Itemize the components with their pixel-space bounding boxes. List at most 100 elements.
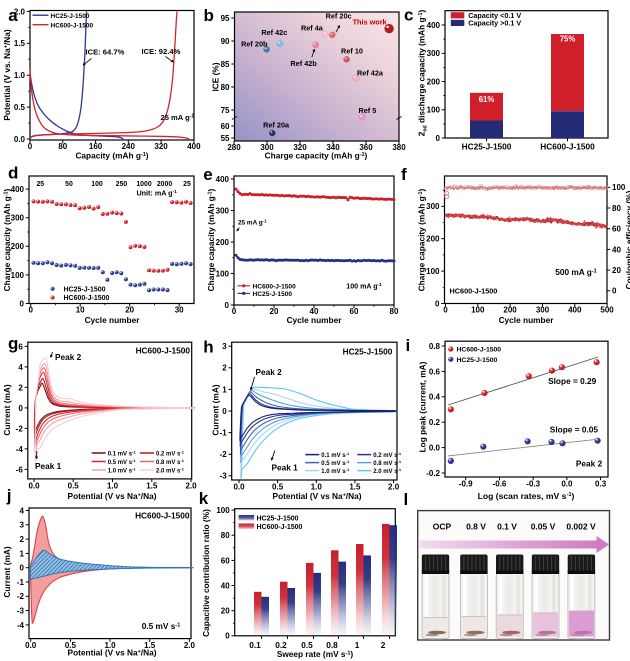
svg-text:2: 2 (222, 364, 227, 373)
svg-text:1.0: 1.0 (14, 71, 26, 80)
svg-text:l: l (404, 490, 409, 509)
svg-text:25 mA g-1: 25 mA g-1 (161, 113, 195, 122)
svg-text:HC600-J-1500: HC600-J-1500 (51, 22, 94, 29)
svg-text:Cycle number: Cycle number (499, 315, 555, 325)
svg-text:Capacity >0.1 V: Capacity >0.1 V (468, 18, 521, 27)
svg-text:-3: -3 (220, 472, 228, 481)
svg-text:Capacitive contribution ratio: Capacitive contribution ratio (%) (201, 509, 211, 637)
svg-text:Peak 1: Peak 1 (35, 461, 62, 471)
svg-text:200: 200 (503, 306, 517, 315)
svg-text:1.5: 1.5 (14, 39, 26, 48)
svg-text:0.5 mV s-1: 0.5 mV s-1 (108, 458, 137, 466)
svg-text:0.5: 0.5 (14, 103, 26, 112)
svg-text:0: 0 (225, 632, 230, 641)
svg-text:1.5: 1.5 (349, 483, 361, 492)
svg-text:HC25-J-1500: HC25-J-1500 (457, 357, 498, 364)
svg-text:0: 0 (18, 404, 23, 413)
svg-text:0.5 mV s-1: 0.5 mV s-1 (321, 459, 350, 467)
svg-text:Log (scan rates, mV s-1): Log (scan rates, mV s-1) (478, 491, 575, 501)
svg-text:80: 80 (221, 531, 230, 540)
svg-text:0: 0 (612, 287, 617, 296)
svg-text:0.5: 0.5 (301, 640, 313, 650)
svg-text:-1: -1 (220, 429, 228, 438)
svg-text:f: f (401, 165, 407, 184)
svg-text:6: 6 (18, 342, 23, 351)
svg-text:-1: -1 (17, 578, 25, 587)
svg-text:g: g (8, 334, 18, 353)
svg-text:20: 20 (125, 306, 134, 315)
svg-text:OCP: OCP (433, 521, 452, 531)
svg-text:h: h (203, 338, 213, 357)
svg-text:0: 0 (222, 407, 227, 416)
svg-text:k: k (199, 489, 209, 508)
svg-text:1.0: 1.0 (107, 482, 119, 491)
svg-text:0.0: 0.0 (561, 480, 573, 489)
svg-text:200: 200 (11, 242, 25, 251)
svg-text:Ref 20a: Ref 20a (263, 120, 290, 129)
svg-text:0.002 V: 0.002 V (566, 521, 596, 531)
svg-text:340: 340 (326, 143, 340, 152)
svg-text:500: 500 (600, 306, 614, 315)
svg-text:0: 0 (436, 134, 441, 143)
svg-text:25: 25 (183, 181, 191, 188)
svg-text:Peak 1: Peak 1 (272, 463, 299, 473)
svg-text:Capacity <0.1 V: Capacity <0.1 V (468, 11, 521, 20)
svg-text:30: 30 (175, 306, 184, 315)
svg-text:40: 40 (221, 581, 230, 590)
svg-text:60: 60 (221, 122, 230, 131)
svg-text:0.2: 0.2 (429, 418, 441, 427)
svg-text:2: 2 (20, 535, 25, 544)
svg-text:250: 250 (116, 181, 128, 188)
svg-text:300: 300 (536, 306, 550, 315)
svg-text:0: 0 (28, 142, 33, 151)
svg-text:Ref 42c: Ref 42c (261, 28, 287, 37)
svg-text:0: 0 (20, 564, 25, 573)
svg-text:320: 320 (154, 142, 168, 151)
svg-text:0.2: 0.2 (275, 640, 287, 650)
svg-text:HC600-J-1500: HC600-J-1500 (450, 287, 498, 296)
svg-text:240: 240 (122, 142, 136, 151)
svg-text:1.0: 1.0 (104, 641, 116, 650)
svg-text:400: 400 (187, 142, 201, 151)
svg-text:Ref 42a: Ref 42a (357, 68, 384, 77)
svg-text:0.1 mV s-1: 0.1 mV s-1 (108, 449, 137, 457)
svg-text:200: 200 (216, 238, 230, 247)
svg-text:10: 10 (76, 306, 85, 315)
svg-text:Cycle number: Cycle number (85, 315, 141, 325)
svg-text:Peak 2: Peak 2 (576, 458, 603, 468)
svg-text:-3: -3 (17, 607, 25, 616)
svg-text:HC25-J-1500: HC25-J-1500 (51, 13, 90, 20)
svg-text:4: 4 (20, 506, 25, 515)
svg-text:Slope = 0.05: Slope = 0.05 (550, 425, 599, 435)
svg-text:0.8: 0.8 (326, 640, 338, 650)
svg-text:2: 2 (18, 383, 23, 392)
svg-text:-4: -4 (16, 445, 24, 454)
svg-text:-0.6: -0.6 (493, 480, 507, 489)
svg-text:0: 0 (20, 299, 25, 308)
svg-text:1.0: 1.0 (311, 483, 323, 492)
svg-text:2.0: 2.0 (388, 483, 400, 492)
svg-text:380: 380 (392, 143, 406, 152)
svg-text:This work: This work (353, 18, 388, 27)
svg-text:0.5 mV s-1: 0.5 mV s-1 (142, 621, 181, 631)
svg-text:300: 300 (427, 49, 441, 58)
svg-text:Log peak (current, mA): Log peak (current, mA) (418, 361, 428, 452)
svg-text:100: 100 (426, 267, 440, 276)
svg-text:Current (mA): Current (mA) (2, 384, 12, 435)
svg-text:400: 400 (216, 175, 230, 184)
svg-text:0: 0 (443, 306, 448, 315)
svg-text:Unit: mA g-1: Unit: mA g-1 (136, 188, 177, 197)
svg-text:55: 55 (221, 134, 230, 143)
svg-text:0.1: 0.1 (249, 640, 261, 650)
svg-text:HC25-J-1500: HC25-J-1500 (257, 515, 299, 522)
svg-text:a: a (8, 6, 18, 25)
svg-text:1.0 mV s-1: 1.0 mV s-1 (321, 467, 350, 475)
svg-text:1000: 1000 (136, 181, 151, 188)
svg-text:HC600-J-1500: HC600-J-1500 (540, 142, 595, 152)
svg-text:0.8 V: 0.8 V (466, 521, 486, 531)
svg-text:100: 100 (427, 106, 441, 115)
svg-text:i: i (406, 336, 411, 355)
svg-text:0.5: 0.5 (68, 482, 80, 491)
svg-text:-0.9: -0.9 (459, 480, 473, 489)
svg-text:100 mA g-1: 100 mA g-1 (346, 282, 382, 290)
